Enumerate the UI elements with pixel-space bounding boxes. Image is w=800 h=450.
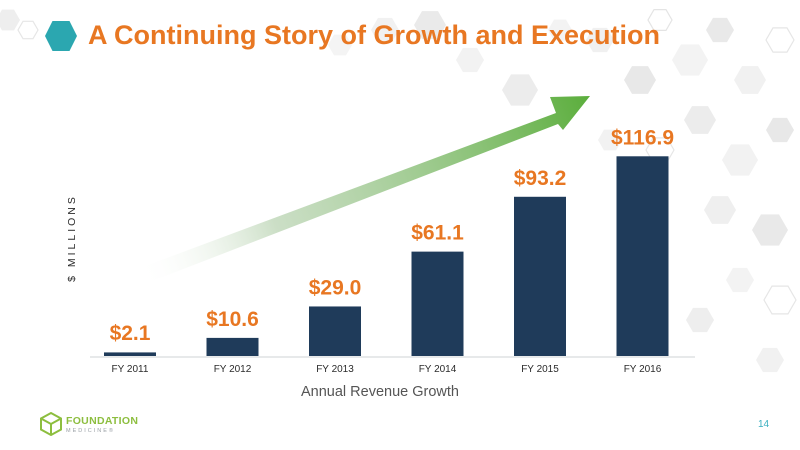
logo-name: FOUNDATION <box>66 415 139 427</box>
background-hexagon <box>647 9 673 31</box>
company-logo: FOUNDATION MEDICINE® <box>40 410 160 440</box>
x-tick-label: FY 2011 <box>112 364 149 375</box>
value-label: $10.6 <box>206 308 259 331</box>
slide-title: A Continuing Story of Growth and Executi… <box>88 20 660 50</box>
x-axis-title: Annual Revenue Growth <box>301 384 459 400</box>
title-hexagon-icon <box>45 21 77 51</box>
value-label: $29.0 <box>309 276 362 299</box>
background-hexagon <box>765 27 795 53</box>
bar-fy-2015 <box>514 196 566 356</box>
x-tick-label: FY 2012 <box>214 364 252 375</box>
background-hexagon <box>706 17 734 43</box>
background-hexagon <box>502 74 538 106</box>
bar-fy-2016 <box>616 156 669 356</box>
x-tick-label: FY 2014 <box>419 364 457 375</box>
x-tick-label: FY 2015 <box>521 364 559 375</box>
background-hexagon <box>686 307 714 333</box>
background-hexagon <box>624 66 656 94</box>
page-number: 14 <box>758 419 770 430</box>
bar-fy-2013 <box>309 306 361 356</box>
value-label: $93.2 <box>514 167 567 190</box>
bar-fy-2014 <box>411 251 464 356</box>
x-tick-label: FY 2013 <box>316 364 354 375</box>
background-hexagon <box>371 17 399 43</box>
logo-subtitle: MEDICINE® <box>66 428 115 434</box>
background-hexagon <box>722 144 758 176</box>
value-label: $2.1 <box>110 322 151 345</box>
background-hexagon <box>0 9 20 31</box>
background-hexagon <box>756 347 784 373</box>
background-hexagon <box>548 19 572 41</box>
background-hexagon <box>598 129 622 151</box>
background-hexagon <box>684 106 716 134</box>
value-label: $116.9 <box>611 126 674 149</box>
background-hexagon <box>704 196 736 224</box>
background-hexagon <box>456 47 484 73</box>
background-hexagon <box>586 27 614 53</box>
background-hexagon <box>726 267 754 293</box>
bar-fy-2011 <box>104 352 156 356</box>
background-hexagon <box>414 11 446 39</box>
logo-cube-icon <box>40 412 62 436</box>
value-label: $61.1 <box>411 222 464 245</box>
background-hexagon <box>766 117 794 143</box>
background-hexagon <box>752 214 788 246</box>
background-hexagon <box>672 44 708 76</box>
growth-arrow-annotation <box>140 96 590 285</box>
background-hexagon <box>328 34 352 56</box>
background-hexagon <box>734 66 766 94</box>
bar-fy-2012 <box>206 337 259 356</box>
background-hexagon <box>17 20 39 40</box>
background-hexagon <box>763 285 797 315</box>
x-tick-label: FY 2016 <box>624 364 662 375</box>
